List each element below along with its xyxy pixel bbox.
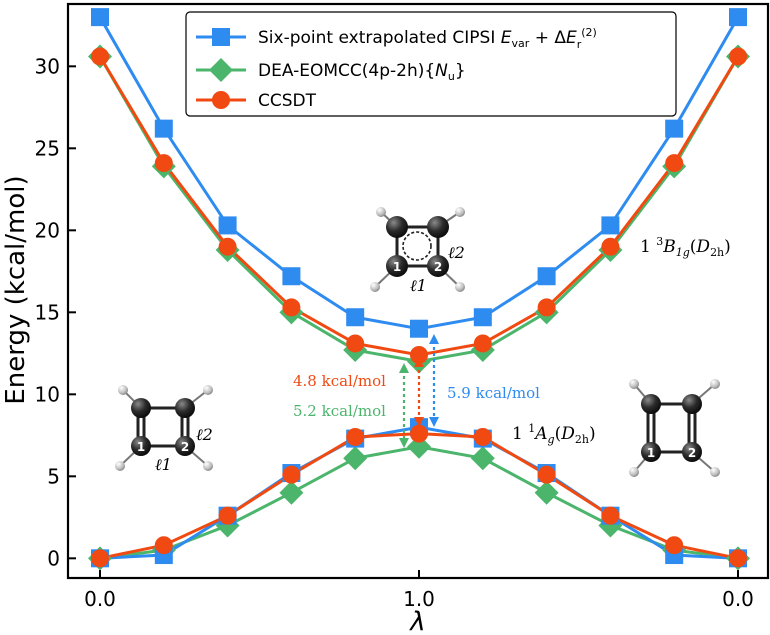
upper-state-label: 1 3B1g(D2h) — [640, 235, 731, 259]
data-point-square — [665, 119, 684, 138]
atom-label-2-right: 2 — [688, 446, 696, 460]
bond-label-l1-left: ℓ1 — [155, 455, 172, 474]
gap-label-dea: 5.2 kcal/mol — [293, 402, 386, 420]
data-point-square — [346, 308, 365, 327]
gap-label-ccsdt: 4.8 kcal/mol — [293, 372, 386, 390]
data-point-square — [729, 8, 747, 27]
x-tick-label: 0.0 — [84, 587, 116, 611]
bond-label-l2-left: ℓ2 — [196, 425, 213, 444]
data-point-square — [473, 308, 492, 327]
atom-label-2-center: 2 — [434, 260, 442, 274]
atom-label-2-left: 2 — [181, 440, 189, 454]
gap-arrow-ccsdt-head-top — [414, 357, 424, 367]
data-point-circle — [346, 427, 365, 446]
data-point-circle — [665, 154, 684, 173]
data-point-circle — [218, 506, 237, 525]
legend-marker-circle — [212, 91, 230, 109]
legend-entry-ccsdt: CCSDT — [196, 91, 317, 111]
data-point-square — [154, 119, 173, 138]
data-point-diamond — [279, 480, 304, 505]
data-point-square — [410, 319, 428, 338]
legend-label-dea: DEA-EOMCC(4p-2h){Nu} — [258, 61, 466, 83]
gap-arrows — [399, 334, 439, 448]
data-point-circle — [218, 237, 237, 256]
data-point-circle — [537, 465, 556, 484]
data-point-square — [601, 216, 620, 235]
legend-entry-cipsi: Six-point extrapolated CIPSI Evar + ΔEr(… — [196, 26, 597, 51]
y-tick-label: 25 — [35, 136, 60, 160]
legend-label-cipsi: Six-point extrapolated CIPSI Evar + ΔEr(… — [258, 26, 597, 51]
atom-label-1-center: 1 — [393, 260, 401, 274]
y-tick-label: 0 — [47, 546, 60, 570]
molecule-square-icon: 1 2 ℓ2 ℓ1 — [370, 207, 465, 295]
lower-state-label: 1 1Ag(D2h) — [512, 422, 596, 446]
gap-arrow-ccsdt-head-bottom — [414, 417, 424, 427]
data-point-circle — [473, 334, 492, 353]
gap-arrow-cipsi-head-top — [429, 334, 439, 344]
atom-label-1-right: 1 — [647, 446, 655, 460]
data-point-circle — [601, 237, 620, 256]
gap-label-cipsi: 5.9 kcal/mol — [447, 384, 540, 402]
data-point-square — [91, 8, 109, 27]
legend-box — [185, 11, 677, 117]
data-point-square — [282, 267, 301, 286]
data-point-circle — [282, 465, 301, 484]
legend-label-ccsdt: CCSDT — [258, 91, 317, 111]
bond-label-l1-center: ℓ1 — [410, 276, 427, 295]
data-point-circle — [154, 154, 173, 173]
legend: Six-point extrapolated CIPSI Evar + ΔEr(… — [185, 11, 677, 117]
data-point-circle — [91, 47, 109, 66]
x-axis-ticks: 0.0 1.0 0.0 — [84, 570, 754, 611]
data-point-circle — [729, 47, 747, 66]
x-tick-label: 0.0 — [722, 587, 754, 611]
y-tick-label: 10 — [35, 382, 60, 406]
data-point-circle — [346, 334, 365, 353]
data-point-circle — [410, 345, 428, 364]
gap-arrow-dea-head-bottom — [399, 438, 409, 448]
y-axis-title: Energy (kcal/mol) — [1, 175, 31, 404]
y-axis-ticks: 0 5 10 15 20 25 30 — [35, 54, 76, 570]
legend-entry-dea: DEA-EOMCC(4p-2h){Nu} — [196, 58, 466, 83]
data-point-square — [537, 267, 556, 286]
y-tick-label: 5 — [47, 464, 60, 488]
molecule-rectangular-icon: 1 2 ℓ2 ℓ1 — [115, 385, 213, 474]
y-tick-label: 30 — [35, 54, 60, 78]
data-point-circle — [154, 536, 173, 555]
molecule-rectangular-right-icon: 1 2 — [629, 379, 720, 477]
gap-arrow-dea-head-top — [399, 363, 409, 373]
data-point-circle — [665, 536, 684, 555]
data-point-diamond — [470, 446, 495, 471]
atom-label-1-left: 1 — [137, 440, 145, 454]
data-point-square — [218, 216, 237, 235]
data-point-circle — [601, 506, 620, 525]
data-point-circle — [537, 298, 556, 317]
legend-marker-diamond — [209, 58, 233, 82]
data-point-circle — [91, 549, 109, 568]
y-tick-label: 15 — [35, 300, 60, 324]
x-axis-title: λ — [408, 607, 425, 635]
data-point-circle — [729, 549, 747, 568]
gap-arrow-cipsi-head-bottom — [429, 417, 439, 427]
data-point-diamond — [407, 434, 431, 459]
series-layer — [88, 8, 750, 571]
data-point-circle — [282, 298, 301, 317]
data-point-diamond — [534, 480, 559, 505]
y-tick-label: 20 — [35, 218, 60, 242]
x-tick-label: 1.0 — [403, 587, 435, 611]
data-point-circle — [410, 424, 428, 443]
data-point-diamond — [343, 446, 368, 471]
legend-marker-square — [212, 28, 230, 46]
bond-label-l2-center: ℓ2 — [448, 243, 465, 262]
data-point-circle — [473, 427, 492, 446]
